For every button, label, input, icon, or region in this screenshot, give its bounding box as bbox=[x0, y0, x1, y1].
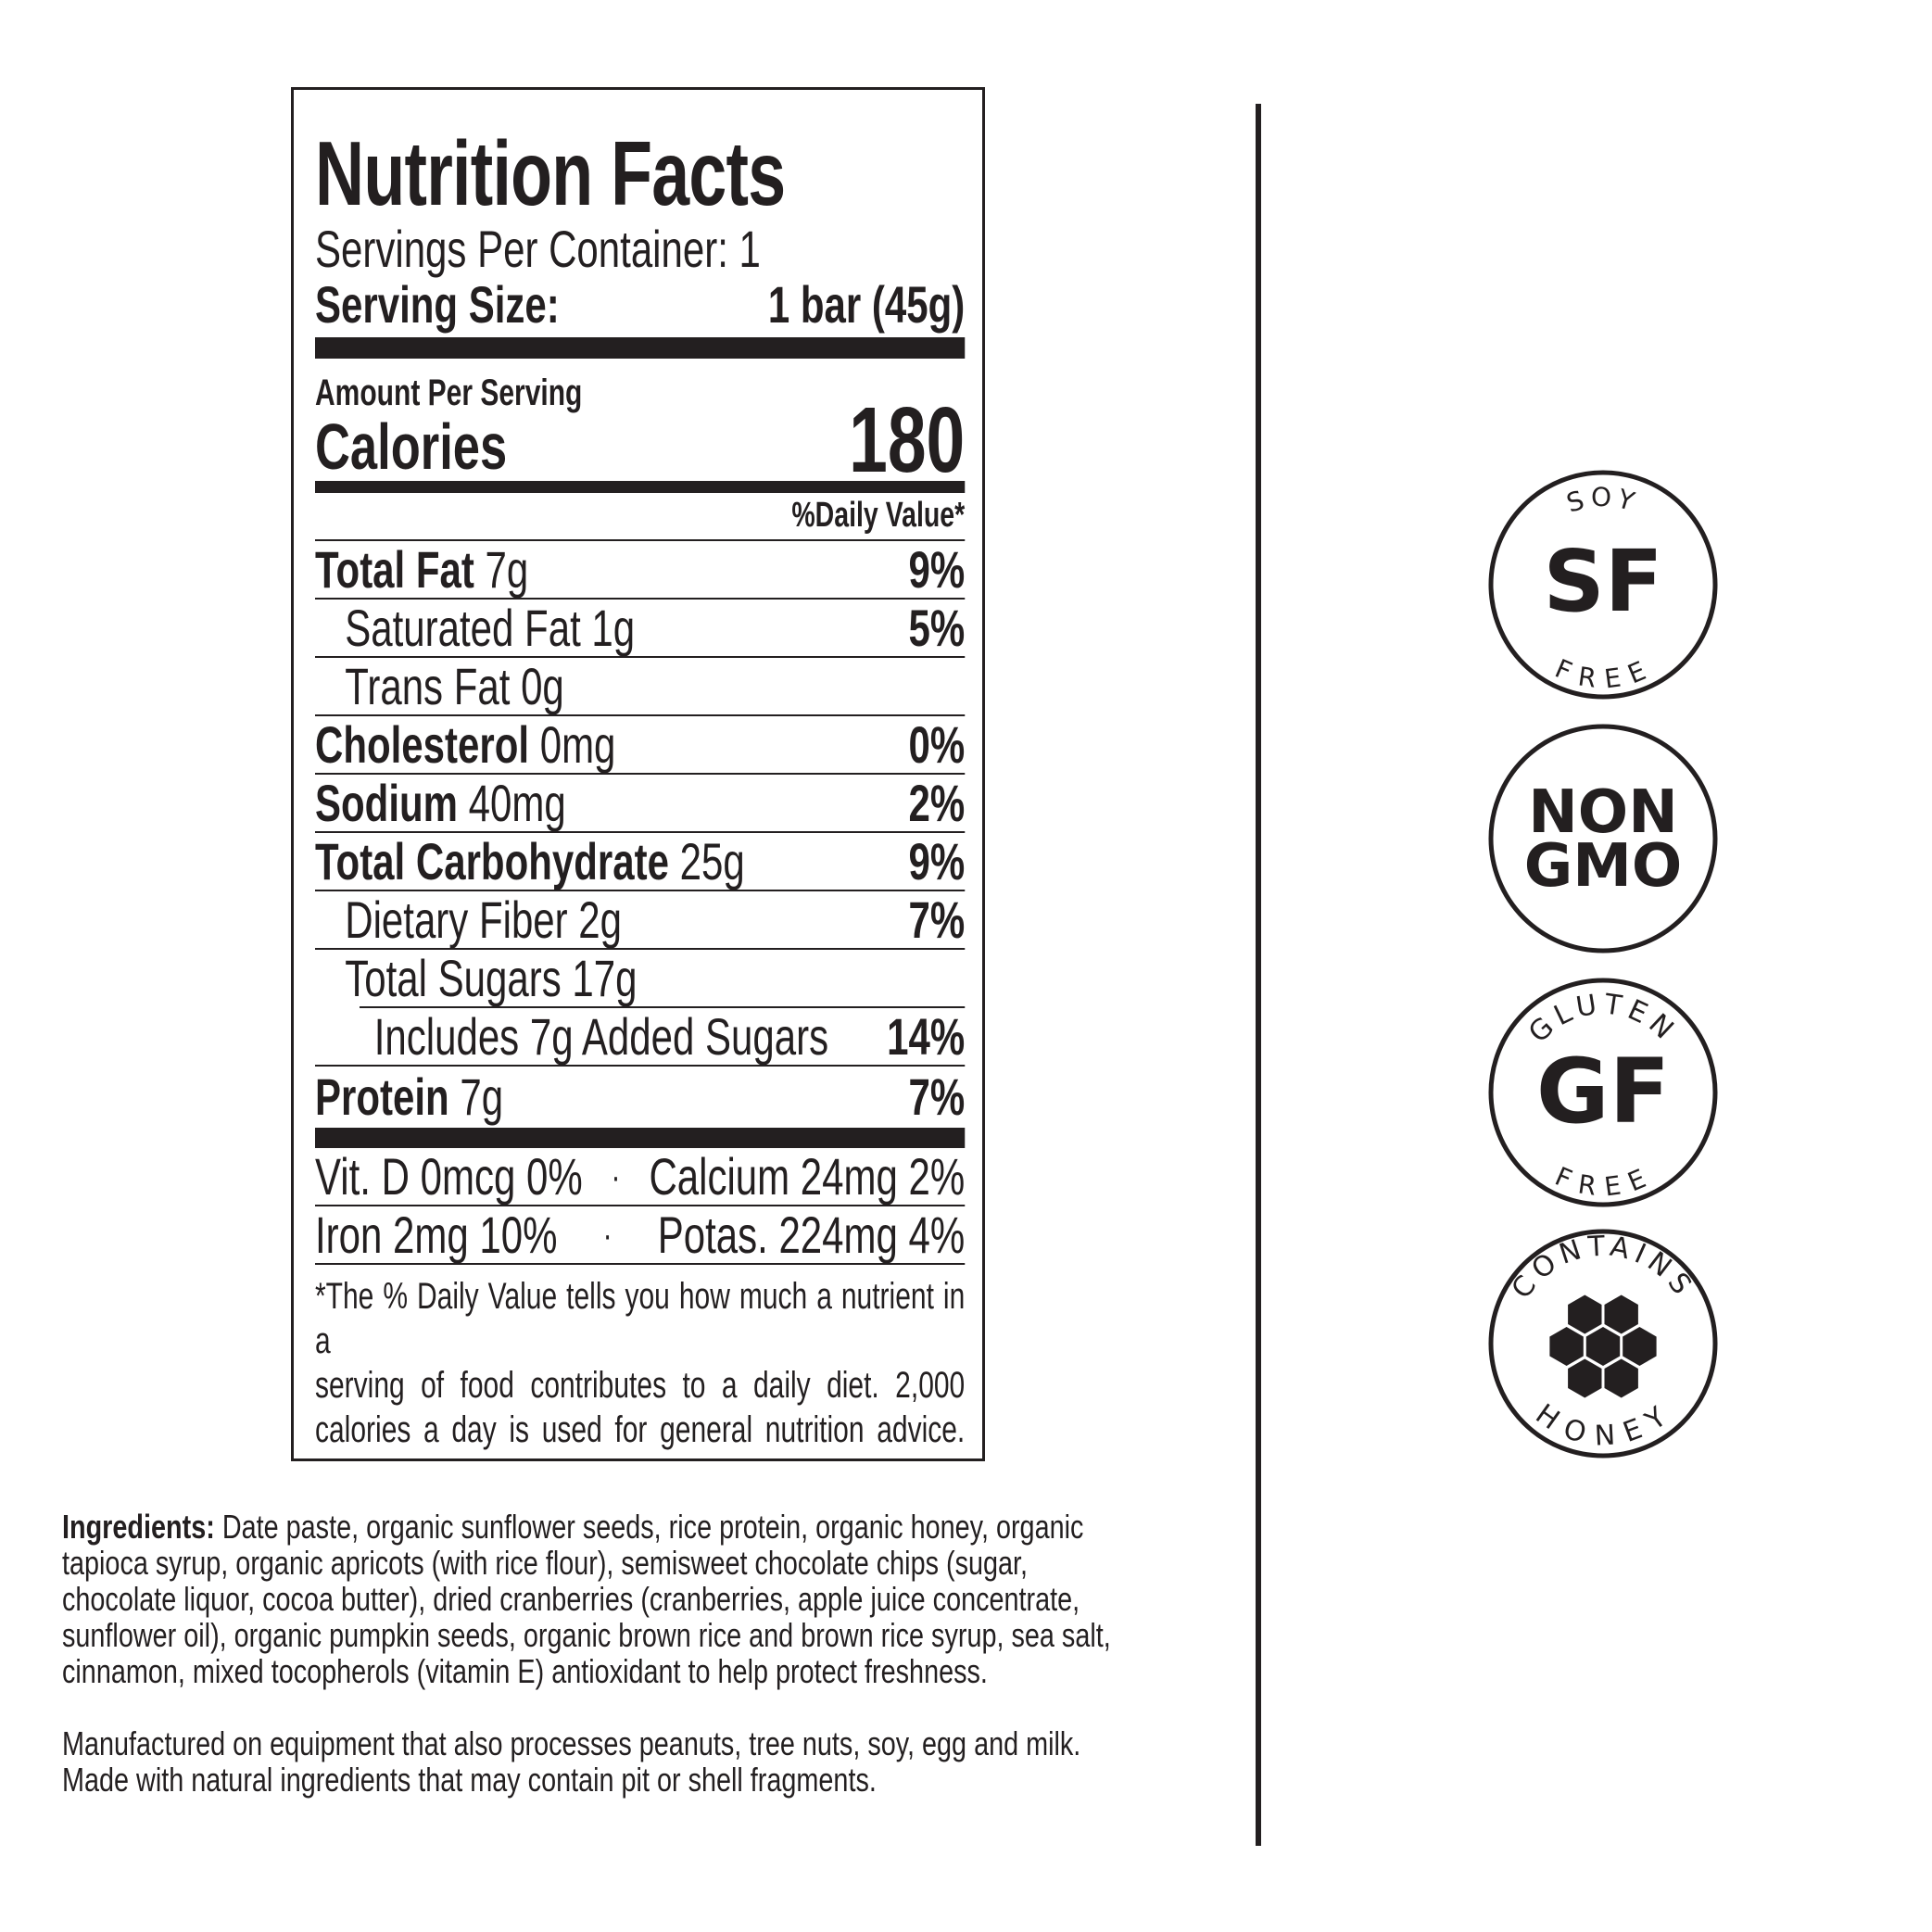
honeycomb-cell bbox=[1604, 1294, 1638, 1334]
svg-text:CONTAINS: CONTAINS bbox=[1506, 1231, 1701, 1306]
badge-center-text: SF bbox=[1543, 532, 1662, 631]
amount-per-serving: Amount Per Serving bbox=[315, 373, 583, 413]
honeycomb-cell bbox=[1623, 1327, 1657, 1366]
thick-divider bbox=[315, 337, 966, 359]
badge-top-text: CONTAINS bbox=[1506, 1231, 1696, 1306]
vitamin-right: Potas. 224mg 4% bbox=[657, 1206, 966, 1264]
nutrient-row: Saturated Fat 1g 5% bbox=[315, 599, 966, 658]
nutrient-name: Includes 7g Added Sugars bbox=[373, 1007, 829, 1066]
calories-label: Calories bbox=[315, 410, 508, 483]
nutrient-amount: 7g bbox=[448, 1067, 504, 1126]
honeycomb-icon bbox=[1549, 1294, 1657, 1398]
svg-text:SOY: SOY bbox=[1563, 482, 1644, 519]
badge-line1: NON bbox=[1528, 778, 1678, 847]
daily-value-footnote: *The % Daily Value tells you how much a … bbox=[315, 1274, 965, 1452]
badge-line2: GMO bbox=[1524, 832, 1683, 901]
nutrient-name: Protein bbox=[315, 1067, 449, 1126]
vitamin-left: Iron 2mg 10% bbox=[315, 1206, 558, 1264]
serving-size-row: Serving Size: 1 bar (45g) bbox=[315, 279, 965, 331]
nutrient-name: Dietary Fiber 2g bbox=[345, 890, 623, 949]
medium-divider bbox=[315, 481, 966, 493]
added-sugars-divider bbox=[360, 1006, 966, 1008]
nutrient-row: Trans Fat 0g bbox=[315, 657, 966, 716]
nutrient-name: Total Fat bbox=[315, 540, 474, 599]
soy-free-badge: SOY SF FREE bbox=[1488, 470, 1718, 700]
badge-center-text: GF bbox=[1536, 1040, 1670, 1143]
nutrient-row: Sodium 40mg 2% bbox=[315, 774, 966, 833]
nutrient-dv: 0% bbox=[908, 715, 966, 774]
serving-size-value: 1 bar (45g) bbox=[767, 275, 966, 334]
ingredients-line: Date paste, organic sunflower seeds, ric… bbox=[214, 1508, 1084, 1546]
footnote-line: *The % Daily Value tells you how much a … bbox=[315, 1276, 966, 1361]
honeycomb-cell bbox=[1568, 1294, 1602, 1334]
label-title: Nutrition Facts bbox=[315, 122, 786, 224]
nutrient-dv: 7% bbox=[908, 1067, 966, 1126]
footnote-line: calories a day is used for general nutri… bbox=[315, 1409, 966, 1450]
thick-divider bbox=[315, 1128, 966, 1148]
nutrient-dv: 2% bbox=[908, 774, 966, 832]
nutrient-name: Total Carbohydrate bbox=[315, 832, 669, 890]
vitamin-right: Calcium 24mg 2% bbox=[649, 1147, 966, 1206]
contains-honey-badge: CONTAINS HONEY bbox=[1488, 1229, 1718, 1458]
nutrient-name: Sodium bbox=[315, 774, 458, 832]
nutrient-amount: 25g bbox=[668, 832, 745, 890]
nutrient-row: Total Fat 7g 9% bbox=[315, 540, 966, 600]
vitamin-row: Vit. D 0mcg 0% · Calcium 24mg 2% bbox=[315, 1147, 966, 1206]
ingredients-line: cinnamon, mixed tocopherols (vitamin E) … bbox=[62, 1652, 988, 1690]
nutrient-dv: 5% bbox=[908, 599, 966, 657]
nutrient-row: Protein 7g 7% bbox=[315, 1067, 965, 1125]
ingredients-line: chocolate liquor, cocoa butter), dried c… bbox=[62, 1580, 1080, 1618]
honeycomb-cell bbox=[1585, 1327, 1621, 1366]
nutrient-row: Cholesterol 0mg 0% bbox=[315, 715, 966, 775]
nutrition-facts-label: Nutrition Facts Servings Per Container: … bbox=[291, 87, 985, 1461]
serving-size-label: Serving Size: bbox=[315, 275, 560, 334]
nutrient-name: Total Sugars 17g bbox=[345, 949, 638, 1007]
allergen-line: Made with natural ingredients that may c… bbox=[62, 1761, 877, 1799]
allergen-line: Manufactured on equipment that also proc… bbox=[62, 1724, 1081, 1762]
gluten-free-badge: GLUTEN GF FREE bbox=[1488, 978, 1718, 1207]
nutrient-name: Cholesterol bbox=[315, 715, 530, 774]
nutrient-dv: 9% bbox=[908, 832, 966, 890]
badge-top-text: SOY bbox=[1563, 482, 1638, 519]
nutrient-row: Total Sugars 17g bbox=[315, 950, 965, 1006]
nutrient-dv: 14% bbox=[887, 1007, 966, 1066]
honeycomb-cell bbox=[1604, 1358, 1638, 1398]
non-gmo-badge: NON GMO bbox=[1488, 724, 1718, 953]
calories-value: 180 bbox=[849, 388, 966, 492]
nutrient-amount: 0mg bbox=[529, 715, 616, 774]
honeycomb-cell bbox=[1549, 1327, 1584, 1366]
daily-value-header-text: %Daily Value* bbox=[791, 496, 966, 535]
nutrient-dv: 7% bbox=[908, 890, 966, 949]
nutrient-name: Trans Fat 0g bbox=[345, 657, 564, 715]
vertical-divider bbox=[1256, 104, 1261, 1846]
footnote-line: serving of food contributes to a daily d… bbox=[315, 1365, 966, 1406]
servings-per-container: Servings Per Container: 1 bbox=[315, 220, 761, 278]
ingredients-line: tapioca syrup, organic apricots (with ri… bbox=[62, 1544, 1029, 1582]
vitamin-left: Vit. D 0mcg 0% bbox=[315, 1147, 583, 1206]
honeycomb-cell bbox=[1568, 1358, 1602, 1398]
daily-value-header: %Daily Value* bbox=[315, 493, 966, 541]
vitamin-row: Iron 2mg 10% · Potas. 224mg 4% bbox=[315, 1206, 966, 1265]
nutrient-amount: 7g bbox=[474, 540, 529, 599]
ingredients-label: Ingredients: bbox=[62, 1508, 215, 1546]
nutrient-dv: 9% bbox=[908, 540, 966, 599]
nutrient-amount: 40mg bbox=[457, 774, 566, 832]
ingredients-line: sunflower oil), organic pumpkin seeds, o… bbox=[62, 1616, 1111, 1654]
separator-dot: · bbox=[602, 1215, 612, 1256]
nutrient-row: Includes 7g Added Sugars 14% bbox=[315, 1007, 966, 1067]
nutrient-row: Total Carbohydrate 25g 9% bbox=[315, 832, 966, 891]
ingredients-block: Ingredients: Date paste, organic sunflow… bbox=[62, 1509, 1263, 1798]
calories-row: Calories 180 bbox=[315, 394, 965, 486]
nutrient-row: Dietary Fiber 2g 7% bbox=[315, 890, 966, 950]
nutrient-name: Saturated Fat 1g bbox=[345, 599, 636, 657]
separator-dot: · bbox=[611, 1156, 621, 1197]
